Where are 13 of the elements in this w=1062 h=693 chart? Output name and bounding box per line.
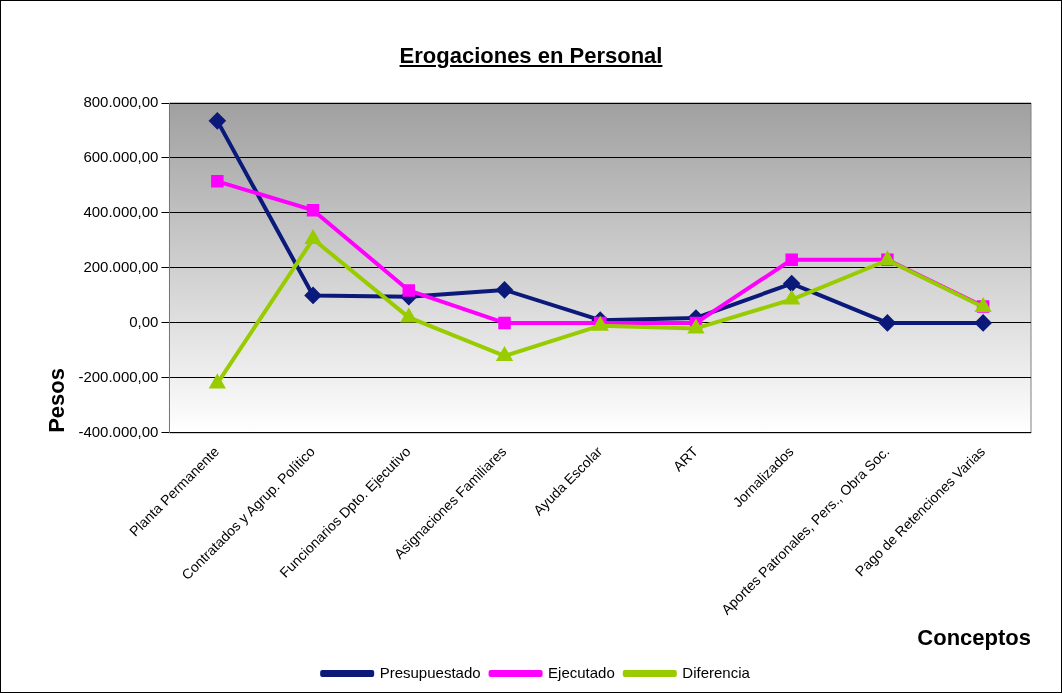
legend-label: Ejecutado xyxy=(548,663,615,681)
y-tick-label: 200.000,00 xyxy=(83,258,159,276)
y-tick-label: -200.000,00 xyxy=(78,368,159,386)
y-tick-label: 400.000,00 xyxy=(83,203,159,221)
y-tick-label: 600.000,00 xyxy=(83,148,159,166)
chart-title: Erogaciones en Personal xyxy=(398,43,664,69)
y-axis-title: Pesos xyxy=(44,368,70,433)
legend-label: Presupuestado xyxy=(379,663,481,681)
x-axis-title: Conceptos xyxy=(917,624,1031,650)
y-tick-label: -400.000,00 xyxy=(78,422,159,440)
y-tick-label: 800.000,00 xyxy=(83,93,159,111)
legend-label: Diferencia xyxy=(682,663,751,681)
y-tick-label: 0,00 xyxy=(129,313,159,331)
